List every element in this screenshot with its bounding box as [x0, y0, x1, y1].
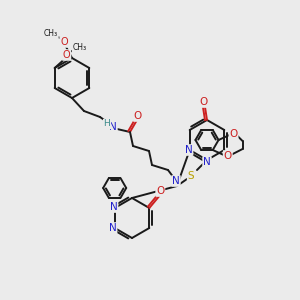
Text: O: O [230, 129, 238, 139]
Text: N: N [185, 145, 193, 155]
Text: N: N [203, 157, 211, 167]
Text: N: N [172, 176, 180, 186]
Text: N: N [109, 122, 117, 132]
Text: O: O [134, 111, 142, 121]
Text: N: N [110, 202, 118, 212]
Text: CH₃: CH₃ [73, 44, 87, 52]
Text: O: O [200, 97, 208, 107]
Text: CH₃: CH₃ [44, 29, 58, 38]
Text: H: H [103, 119, 110, 128]
Text: O: O [63, 50, 70, 60]
Text: N: N [109, 223, 117, 233]
Text: O: O [60, 37, 68, 47]
Text: S: S [188, 171, 194, 181]
Text: O: O [156, 186, 164, 196]
Text: O: O [224, 151, 232, 161]
